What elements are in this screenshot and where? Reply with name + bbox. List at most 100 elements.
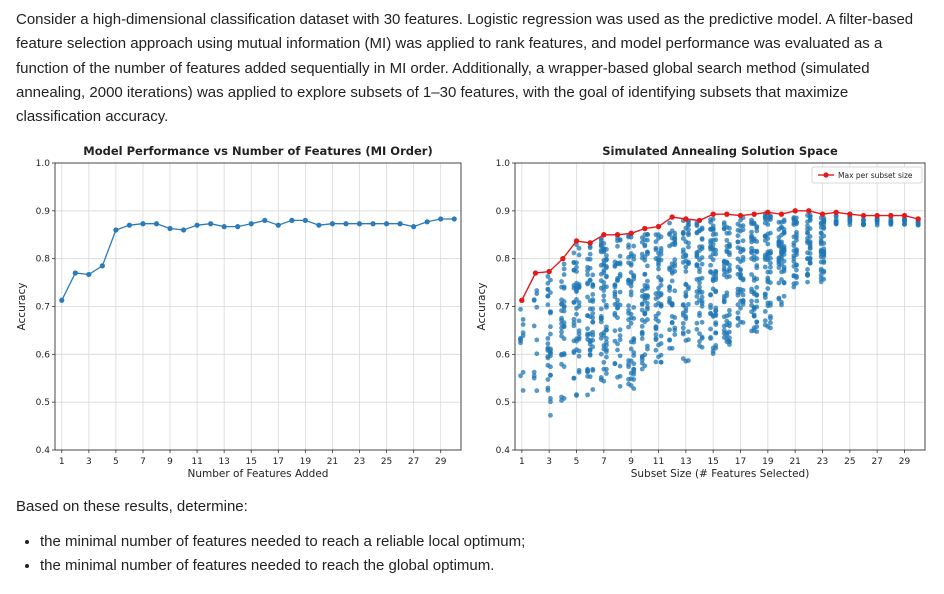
solution-point [658, 333, 664, 339]
solution-point [902, 216, 907, 222]
solution-point [694, 254, 700, 260]
solution-point [669, 302, 675, 307]
x-tick-label: 19 [762, 457, 774, 467]
solution-point [604, 327, 609, 333]
solution-point [645, 249, 650, 255]
solution-point [656, 318, 661, 324]
solution-point [617, 327, 623, 333]
solution-point [548, 412, 553, 418]
solution-point [727, 274, 732, 279]
chart-title: Model Performance vs Number of Features … [83, 144, 432, 158]
max-point [901, 212, 908, 219]
solution-point [740, 298, 746, 304]
solution-point [807, 255, 813, 261]
x-tick-label: 21 [327, 457, 338, 467]
solution-point [740, 320, 746, 325]
question-text: Based on these results, determine: [16, 498, 248, 515]
solution-point [697, 266, 702, 272]
solution-point [888, 218, 894, 224]
solution-point [683, 316, 689, 322]
solution-point [680, 302, 686, 307]
solution-point [740, 227, 746, 233]
data-point [72, 270, 78, 276]
solution-point [727, 329, 732, 335]
solution-point [653, 335, 659, 341]
solution-point [545, 377, 551, 382]
solution-point [658, 291, 664, 296]
solution-point [561, 261, 567, 267]
solution-point [518, 336, 523, 342]
solution-point [699, 319, 705, 325]
solution-point [585, 369, 590, 374]
solution-point [656, 311, 661, 316]
solution-point [631, 339, 637, 345]
solution-point [762, 309, 768, 314]
y-axis-label: Accuracy [476, 283, 488, 331]
solution-point [658, 303, 664, 309]
solution-point [645, 293, 650, 299]
solution-point [534, 351, 540, 357]
solution-point [617, 253, 623, 259]
solution-point [781, 293, 787, 299]
x-tick-label: 1 [519, 457, 525, 467]
solution-point [601, 359, 607, 365]
solution-point [612, 289, 618, 295]
solution-point [653, 326, 659, 332]
x-tick-label: 9 [167, 457, 173, 467]
solution-point [548, 331, 553, 337]
solution-point [794, 252, 799, 258]
x-tick-label: 29 [435, 457, 447, 467]
solution-point [768, 302, 773, 308]
solution-point [561, 266, 567, 272]
solution-point [672, 268, 678, 274]
max-point [601, 232, 607, 238]
solution-point [680, 320, 686, 326]
solution-point [874, 217, 880, 222]
solution-point [574, 264, 579, 270]
solution-point [727, 323, 732, 329]
solution-point [710, 226, 716, 231]
solution-point [531, 369, 537, 375]
max-point [669, 214, 675, 220]
solution-point [727, 243, 732, 249]
solution-point [545, 274, 551, 279]
max-point [573, 238, 580, 244]
data-point [424, 219, 430, 225]
solution-point [683, 264, 689, 270]
solution-point [713, 345, 719, 351]
solution-point [631, 256, 637, 262]
solution-point [658, 234, 664, 240]
solution-point [604, 339, 609, 345]
solution-point [561, 320, 567, 326]
solution-point [727, 339, 732, 345]
solution-point [612, 361, 618, 366]
solution-point [765, 222, 771, 227]
solution-point [561, 308, 567, 314]
solution-point [667, 337, 672, 343]
y-tick-label: 0.8 [496, 255, 511, 265]
solution-point [708, 262, 713, 268]
legend-marker [823, 172, 829, 178]
x-tick-label: 25 [844, 457, 855, 467]
solution-point [518, 373, 523, 379]
solution-point [617, 337, 623, 343]
solution-point [615, 297, 620, 303]
solution-point [667, 285, 672, 291]
solution-point [781, 230, 787, 236]
solution-point [645, 232, 650, 237]
solution-point [585, 281, 590, 287]
solution-point [590, 297, 596, 302]
solution-point [683, 308, 689, 314]
solution-point [631, 315, 637, 321]
solution-point [639, 301, 645, 307]
solution-point [754, 324, 760, 330]
max-point [847, 211, 853, 217]
solution-point [713, 330, 719, 336]
solution-point [713, 269, 719, 275]
solution-point [574, 260, 579, 266]
solution-point [713, 274, 719, 280]
solution-point [724, 237, 730, 243]
solution-point [590, 344, 596, 350]
solution-point [639, 330, 645, 336]
y-tick-label: 0.4 [496, 446, 511, 456]
